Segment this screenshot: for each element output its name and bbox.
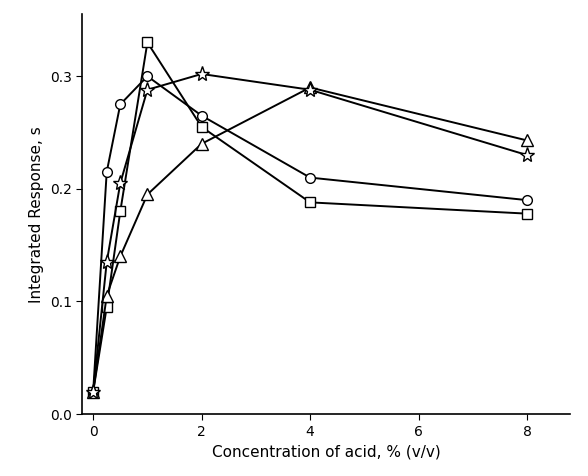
Y-axis label: Integrated Response, s: Integrated Response, s xyxy=(29,126,44,303)
X-axis label: Concentration of acid, % (v/v): Concentration of acid, % (v/v) xyxy=(212,444,441,459)
